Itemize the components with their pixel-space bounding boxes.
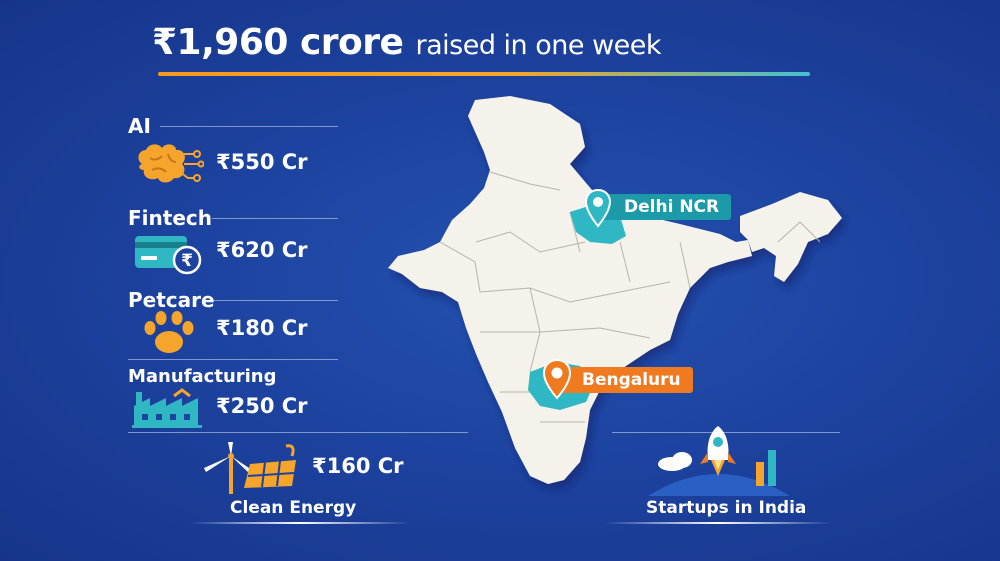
sector-divider	[212, 300, 338, 301]
sector-divider	[212, 218, 338, 219]
location-pin-icon	[584, 188, 612, 228]
location-pin-icon	[542, 358, 572, 400]
rocket-icon	[648, 426, 790, 496]
headline-text: raised in one week	[415, 30, 662, 61]
brain-circuit-icon	[138, 144, 204, 183]
sector-divider	[128, 359, 338, 360]
sector-amount-fintech: ₹620 Cr	[216, 238, 308, 262]
sector-label-ai: AI	[128, 114, 151, 138]
sector-label-petcare: Petcare	[128, 288, 215, 312]
sector-amount-ai: ₹550 Cr	[216, 150, 308, 174]
hub-label-delhi-ncr: Delhi NCR	[594, 194, 732, 220]
paw-icon	[144, 311, 194, 353]
card-rupee-icon: ₹	[135, 236, 202, 275]
wind-solar-icon	[204, 442, 296, 494]
sector-divider	[128, 432, 468, 433]
headline-underline	[158, 72, 810, 76]
india-mainland-shape	[388, 96, 752, 484]
sector-amount-manufacturing: ₹250 Cr	[216, 394, 308, 418]
clean-energy-label: Clean Energy	[230, 498, 357, 518]
factory-icon	[132, 388, 202, 428]
sector-label-fintech: Fintech	[128, 206, 212, 230]
headline: ₹1,960 crore raised in one week	[152, 22, 812, 63]
section-divider	[612, 432, 840, 433]
caption-underline	[604, 522, 832, 524]
svg-text:₹: ₹	[181, 251, 193, 271]
startups-label: Startups in India	[646, 498, 807, 518]
headline-amount: ₹1,960 crore	[152, 22, 404, 63]
hub-label-bengaluru: Bengaluru	[552, 367, 693, 393]
caption-underline	[190, 522, 410, 524]
sector-label-manufacturing: Manufacturing	[128, 366, 277, 387]
clean-energy-amount: ₹160 Cr	[312, 454, 404, 478]
sector-amount-petcare: ₹180 Cr	[216, 316, 308, 340]
india-northeast-shape	[740, 192, 842, 282]
sector-divider	[160, 126, 338, 127]
